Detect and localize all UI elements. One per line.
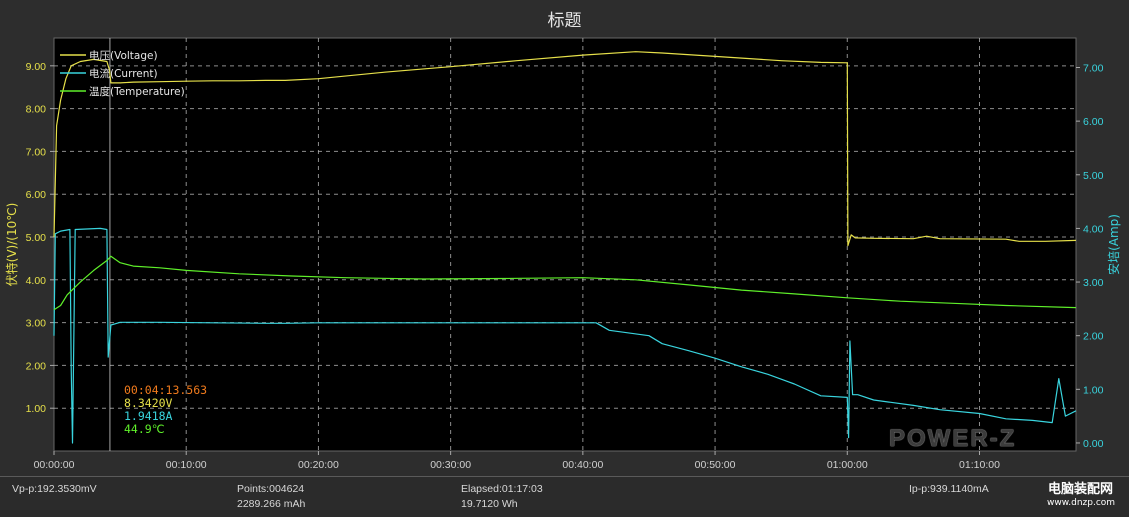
elapsed-time: Elapsed:01:17:03 bbox=[461, 483, 543, 495]
y-left-tick-label: 9.00 bbox=[26, 61, 47, 73]
ipp-value: Ip-p:939.1140mA bbox=[909, 483, 989, 495]
readout-temperature: 44.9℃ bbox=[124, 422, 165, 436]
readout-voltage: 8.3420V bbox=[124, 396, 173, 410]
x-tick-label: 00:30:00 bbox=[430, 459, 471, 471]
capacity-value: 2289.266 mAh bbox=[237, 498, 306, 510]
vpp-value: Vp-p:192.3530mV bbox=[12, 483, 97, 495]
watermark-text: 电脑装配网 bbox=[1048, 482, 1114, 497]
readout-current: 1.9418A bbox=[124, 409, 173, 423]
x-tick-label: 00:20:00 bbox=[298, 459, 339, 471]
chart-title: 标题 bbox=[547, 11, 582, 31]
chart-canvas: 00:00:00 00:10:00 00:20:00 00:30:00 00:40:00… bbox=[4, 37, 1121, 471]
series-line bbox=[53, 255, 1077, 311]
y-right-tick-label: 6.00 bbox=[1083, 116, 1104, 128]
points-count: Points:004624 bbox=[237, 483, 305, 495]
y-right-tick-label: 5.00 bbox=[1083, 170, 1104, 182]
watermark-url: www.dnzp.com bbox=[1047, 498, 1116, 508]
x-tick-label: 01:10:00 bbox=[959, 459, 1000, 471]
series-line bbox=[53, 51, 1077, 247]
y-right-tick-label: 1.00 bbox=[1083, 384, 1104, 396]
y-left-tick-label: 7.00 bbox=[26, 146, 47, 158]
x-tick-label: 00:50:00 bbox=[695, 459, 736, 471]
y-left-tick-label: 8.00 bbox=[26, 104, 47, 116]
plot-area bbox=[53, 37, 1077, 452]
y-left-axis-label: 伏特(V)/(10℃) bbox=[4, 203, 19, 287]
y-right-tick-label: 3.00 bbox=[1083, 277, 1104, 289]
readout-time: 00:04:13.563 bbox=[124, 383, 208, 397]
legend-label: 温度(Temperature) bbox=[89, 85, 185, 98]
y-right-tick-label: 2.00 bbox=[1083, 331, 1104, 343]
y-left-tick-label: 4.00 bbox=[26, 275, 47, 287]
x-tick-label: 01:00:00 bbox=[827, 459, 868, 471]
series-line bbox=[53, 227, 1077, 444]
status-bar: Vp-p:192.3530mV Points:004624 2289.266 m… bbox=[0, 476, 1129, 517]
y-right-axis-label: 安培(Amp) bbox=[1106, 214, 1121, 275]
y-left-tick-label: 5.00 bbox=[26, 232, 47, 244]
y-left-tick-label: 6.00 bbox=[26, 189, 47, 201]
x-tick-label: 00:10:00 bbox=[166, 459, 207, 471]
power-z-logo: POWER-Z bbox=[889, 425, 1017, 452]
x-tick-label: 00:40:00 bbox=[562, 459, 603, 471]
y-right-tick-label: 0.00 bbox=[1083, 438, 1104, 450]
energy-value: 19.7120 Wh bbox=[461, 498, 518, 510]
legend-label: 电压(Voltage) bbox=[89, 49, 158, 62]
y-right-tick-label: 7.00 bbox=[1083, 63, 1104, 75]
y-left-tick-label: 2.00 bbox=[26, 360, 47, 372]
y-left-tick-label: 3.00 bbox=[26, 318, 47, 330]
y-left-tick-label: 1.00 bbox=[26, 403, 47, 415]
x-tick-label: 00:00:00 bbox=[34, 459, 75, 471]
series-group bbox=[53, 51, 1077, 444]
y-right-tick-label: 4.00 bbox=[1083, 223, 1104, 235]
legend-label: 电流(Current) bbox=[89, 67, 158, 80]
